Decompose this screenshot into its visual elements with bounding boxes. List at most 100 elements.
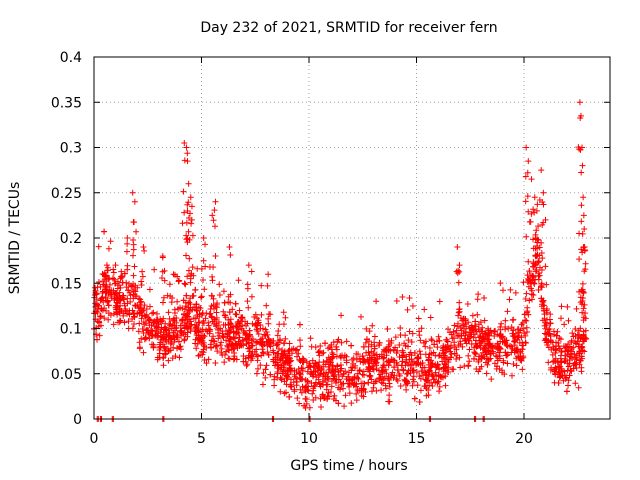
data-point [172, 353, 179, 360]
data-point [127, 298, 134, 305]
data-point-peak [455, 267, 462, 274]
data-point [101, 315, 108, 322]
data-point [246, 331, 253, 338]
data-point [279, 370, 286, 377]
data-point-peak [524, 278, 531, 285]
data-point [546, 330, 553, 337]
x-tick-label: 20 [515, 431, 533, 447]
data-point [557, 373, 564, 380]
data-point [274, 368, 281, 375]
data-point [330, 353, 337, 360]
data-point [240, 342, 247, 349]
data-point [419, 359, 426, 366]
data-point [198, 328, 205, 335]
data-point [469, 312, 476, 319]
data-point [192, 286, 199, 293]
data-point [298, 389, 305, 396]
data-point [573, 364, 580, 371]
data-point [178, 327, 185, 334]
data-point [328, 341, 335, 348]
data-point-peak [533, 207, 540, 214]
data-point [303, 383, 310, 390]
data-point [138, 308, 145, 315]
data-point [274, 350, 281, 357]
x-tick-label: 10 [300, 431, 318, 447]
data-point [563, 388, 570, 395]
data-point [136, 320, 143, 327]
data-point [403, 386, 410, 393]
data-point [117, 302, 124, 309]
data-point [567, 367, 574, 374]
data-point [498, 320, 505, 327]
data-point [165, 357, 172, 364]
data-point [200, 341, 207, 348]
data-point [523, 290, 530, 297]
data-point [479, 349, 486, 356]
data-point [473, 343, 480, 350]
data-point [153, 324, 160, 331]
data-point [431, 376, 438, 383]
data-point-peak [209, 277, 216, 284]
data-point-peak [525, 258, 532, 265]
data-point [373, 387, 380, 394]
y-tick-label: 0.05 [51, 367, 82, 383]
data-point [125, 318, 132, 325]
data-point [565, 382, 572, 389]
data-point-peak [124, 235, 131, 241]
data-point [226, 309, 233, 316]
data-point-peak [210, 301, 217, 308]
data-point [494, 340, 501, 347]
data-point [572, 361, 579, 368]
data-point [238, 314, 245, 321]
data-point-peak [188, 270, 195, 277]
data-point [392, 334, 399, 341]
data-point [170, 332, 177, 339]
data-point [265, 351, 272, 358]
data-point [487, 327, 494, 334]
data-point [105, 302, 112, 309]
data-point [295, 350, 302, 357]
data-point-peak [581, 225, 588, 232]
data-point [573, 305, 580, 312]
data-point-peak [181, 157, 188, 164]
data-point [362, 358, 369, 365]
data-point [370, 366, 377, 373]
data-point [519, 346, 526, 353]
data-point-peak [209, 212, 216, 219]
data-point-peak [455, 312, 462, 319]
data-point [494, 353, 501, 360]
data-point [416, 332, 423, 339]
y-tick-label: 0.2 [60, 231, 82, 247]
data-point [451, 322, 458, 329]
data-point [148, 327, 155, 334]
data-point [105, 245, 112, 252]
data-point [179, 317, 186, 324]
data-point [472, 350, 479, 357]
data-point [497, 324, 504, 331]
data-point [150, 319, 157, 326]
data-point [107, 238, 114, 245]
data-point [338, 365, 345, 372]
data-point [146, 316, 153, 323]
data-point [215, 318, 222, 325]
data-point [386, 383, 393, 390]
data-point [180, 297, 187, 304]
data-point-peak [580, 212, 587, 219]
data-point [532, 276, 539, 283]
data-point-peak [539, 255, 546, 262]
data-point [240, 358, 247, 365]
data-point [502, 326, 509, 333]
data-point [393, 376, 400, 383]
data-point-peak [189, 232, 196, 239]
data-point [409, 330, 416, 337]
data-point [329, 349, 336, 356]
data-point-peak [582, 310, 589, 317]
data-point [474, 311, 481, 318]
data-point [367, 372, 374, 379]
data-point [353, 390, 360, 397]
data-point [310, 385, 317, 392]
data-point [498, 333, 505, 340]
y-axis-label: SRMTID / TECUs [7, 182, 23, 295]
data-point [513, 362, 520, 369]
data-point [231, 335, 238, 342]
